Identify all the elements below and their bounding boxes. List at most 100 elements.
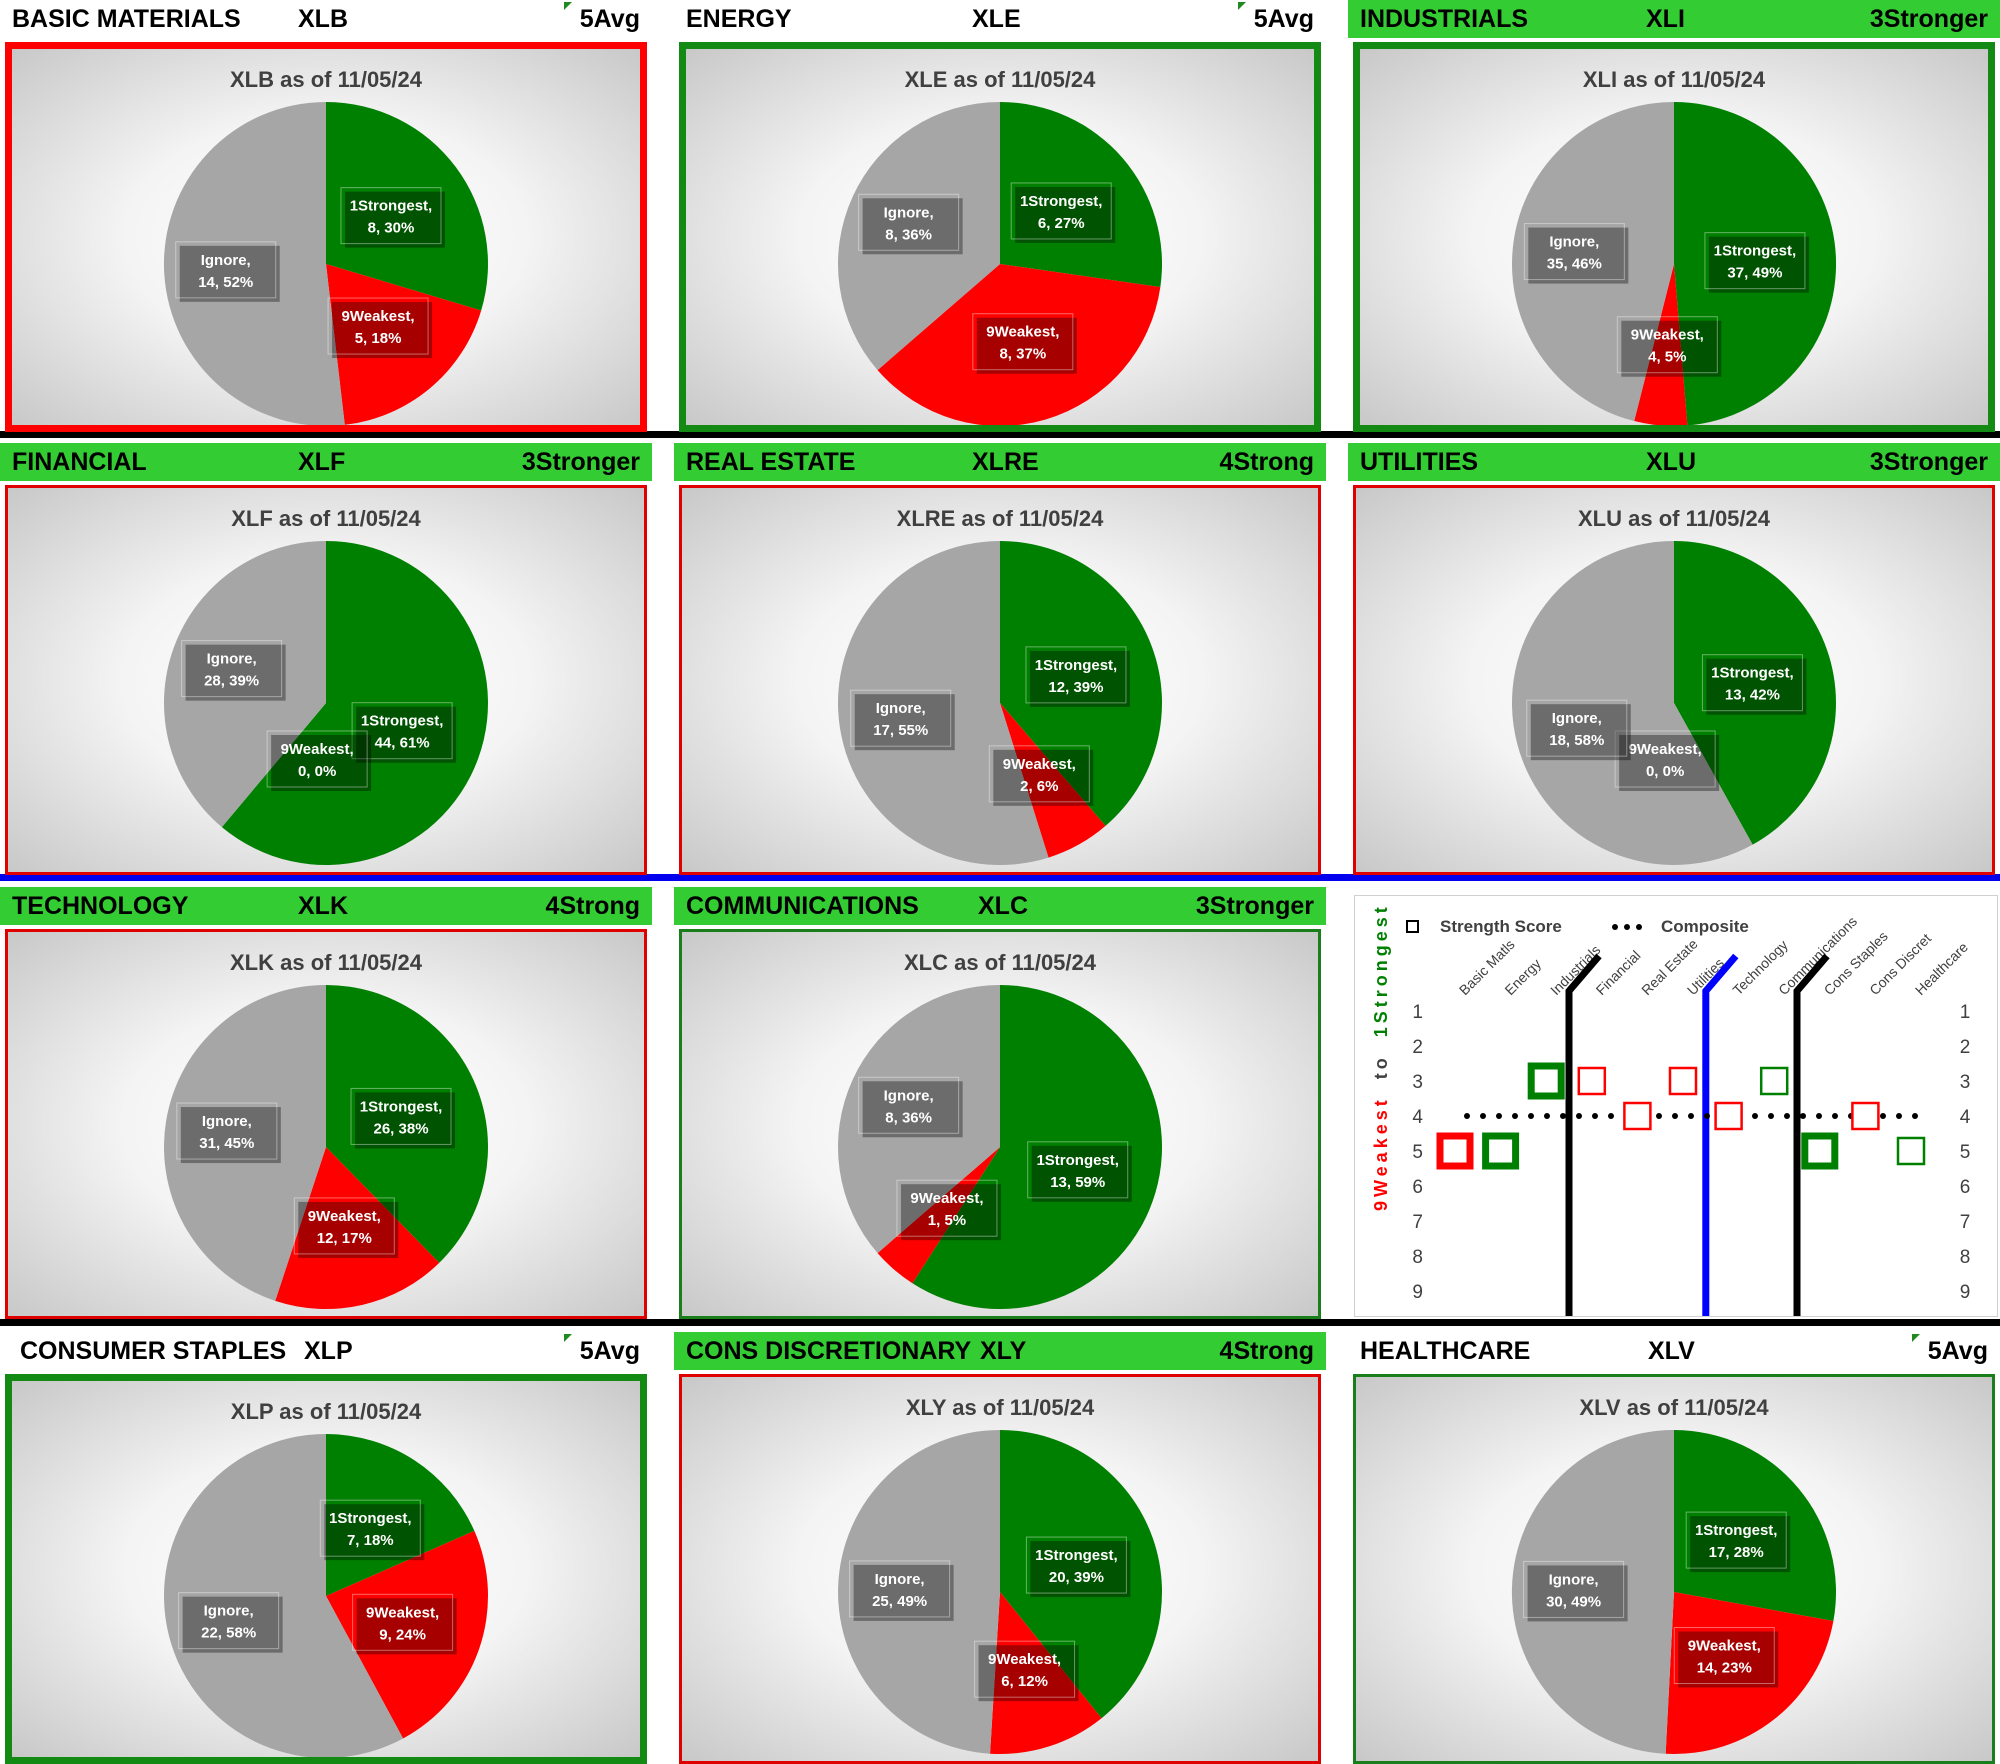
flag-icon [564,1334,572,1342]
label-category: Ignore, [1549,234,1599,251]
y-tick-right: 7 [1960,1212,1971,1233]
data-label: Ignore, 17, 55% [850,689,955,751]
label-frame [858,193,960,251]
label-category: 1Strongest, [1035,657,1118,674]
strength-score-marker [1668,1066,1698,1096]
strength-score-marker [1714,1101,1743,1131]
label-value: 6, 27% [1038,215,1085,232]
label-shadow [976,317,1077,374]
label-shadow [185,644,286,701]
label-value: 12, 17% [317,1230,372,1247]
label-value: 30, 49% [1546,1593,1601,1610]
y-axis-title: 9Weakest to 1Strongest [1371,903,1391,1211]
label-category: 9Weakest, [1688,1638,1761,1655]
label-frame [327,297,429,355]
y-tick-right: 1 [1960,1002,1971,1023]
x-category-label: Energy [1501,955,1544,998]
composite-dot [1576,1113,1582,1119]
label-frame [175,241,277,299]
data-label: 1Strongest, 37, 49% [1704,232,1809,293]
sector-ticker: XLU [1646,448,1696,476]
y-tick-left: 9 [1412,1282,1423,1303]
sector-header: REAL ESTATE XLRE 4Strong [674,443,1326,481]
label-shadow [978,1645,1079,1702]
composite-dot [1832,1113,1838,1119]
data-label: 9Weakest, 4, 5% [1616,316,1722,377]
label-frame [1673,1627,1775,1685]
label-frame [1523,1560,1625,1618]
chart-frame: XLK as of 11/05/24 1Strongest, 26, 38% 9We… [5,929,647,1319]
sector-header: TECHNOLOGY XLK 4Strong [0,887,652,925]
pie-slice-ignore [1511,1430,1674,1754]
label-value: 25, 49% [872,1593,927,1610]
label-frame [1614,730,1716,788]
label-frame [350,1087,452,1145]
sector-ticker: XLV [1648,1337,1695,1365]
y-tick-right: 3 [1960,1072,1971,1093]
pie-slice-strong [1674,102,1837,425]
chart-title: XLRE as of 11/05/24 [896,506,1104,531]
label-shadow [900,1184,1001,1241]
label-value: 8, 36% [885,1109,932,1126]
data-label: 1Strongest, 17, 28% [1685,1511,1791,1573]
label-shadow [862,1081,963,1138]
label-value: 31, 45% [199,1135,254,1152]
pie-slice-weak [877,1147,1000,1284]
composite-dot [1592,1113,1598,1119]
label-category: 9Weakest, [986,324,1059,341]
label-frame [1027,1141,1129,1199]
y-tick-left: 7 [1412,1212,1423,1233]
chart-title: XLK as of 11/05/24 [230,950,422,975]
label-frame [1685,1511,1787,1569]
label-frame [340,187,442,245]
label-value: 8, 37% [999,346,1046,363]
sector-rating: 4Strong [1219,448,1314,476]
group-divider-line [1565,953,1602,1316]
strength-score-marker [1896,1136,1926,1166]
y-tick-left: 3 [1412,1072,1423,1093]
sector-ticker: XLY [980,1337,1027,1365]
pie-slice-weak [877,264,1161,425]
sector-name: CONS DISCRETIONARY [686,1337,972,1365]
label-value: 13, 59% [1050,1174,1105,1191]
sector-name: INDUSTRIALS [1360,5,1529,33]
pie-slice-weak [275,1147,440,1309]
label-frame [850,689,952,747]
label-category: 9Weakest, [366,1604,439,1621]
legend-square-icon [1406,920,1419,933]
flag-icon [1238,2,1246,10]
data-label: Ignore, 35, 46% [1523,223,1629,284]
pie-slice-ignore [1511,541,1753,865]
label-category: 1Strongest, [329,1510,412,1527]
sector-header: UTILITIES XLU 3Stronger [1348,443,2000,481]
data-label: Ignore, 14, 52% [175,241,280,302]
data-label: 9Weakest, 2, 6% [988,745,1094,806]
label-shadow [182,1596,283,1653]
pie-chart: 1Strongest, 6, 27% 9Weakest, 8, 37% Ignore, 8… [837,102,1162,425]
data-label: 1Strongest, 20, 39% [1025,1536,1131,1598]
label-frame [351,702,453,760]
label-category: 9Weakest, [1631,327,1704,344]
data-label: 1Strongest, 12, 39% [1025,646,1130,707]
label-shadow [344,191,445,248]
label-shadow [1031,1145,1132,1202]
legend-dot-icon [1636,924,1642,930]
data-label: 9Weakest, 6, 12% [974,1640,1079,1702]
sector-ticker: XLI [1646,5,1685,33]
legend-dot-icon [1612,924,1618,930]
sector-header: FINANCIAL XLF 3Stronger [0,443,652,481]
label-value: 6, 12% [1001,1673,1048,1690]
label-category: 1Strongest, [1711,665,1794,682]
label-category: 1Strongest, [1714,243,1797,260]
label-frame [858,1076,960,1134]
strength-score-plot: Strength Score Composite 9Weakest to 1St… [1371,903,1971,1316]
label-frame [178,1592,280,1650]
sector-ticker: XLE [972,5,1021,33]
label-category: 9Weakest, [308,1208,381,1225]
label-shadow [298,1201,399,1258]
sector-header: BASIC MATERIALS XLB 5Avg [0,0,652,38]
legend-composite: Composite [1661,917,1749,936]
label-shadow [324,1504,425,1561]
label-category: 9Weakest, [1003,756,1076,773]
label-shadow [862,198,963,255]
